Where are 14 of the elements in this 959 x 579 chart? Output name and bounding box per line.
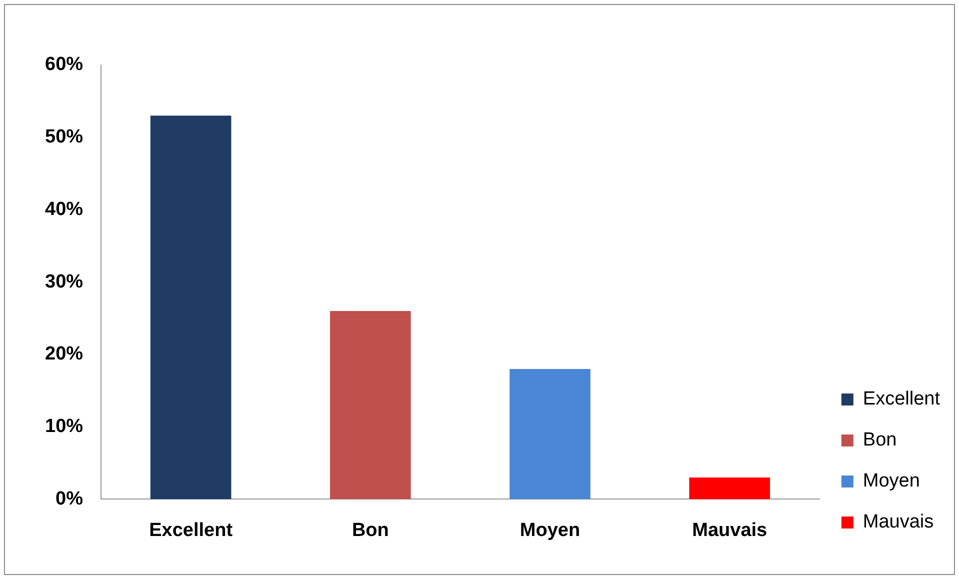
y-tick-label: 60%: [44, 54, 84, 76]
x-tick-label: Bon: [352, 520, 389, 541]
legend-label: Excellent: [862, 388, 941, 410]
x-tick-label: Moyen: [520, 520, 580, 541]
x-tick-label: Mauvais: [692, 520, 768, 541]
y-tick-label: 30%: [44, 271, 84, 292]
y-tick-label: 0%: [56, 488, 84, 510]
y-tick-label: 50%: [44, 126, 84, 148]
y-tick-label: 10%: [44, 416, 84, 438]
legend-label: Bon: [862, 430, 897, 451]
x-tick-label: Excellent: [149, 520, 234, 541]
y-tick-label: 40%: [44, 198, 84, 220]
legend-label: Moyen: [862, 470, 920, 492]
y-tick-label: 20%: [44, 344, 84, 365]
